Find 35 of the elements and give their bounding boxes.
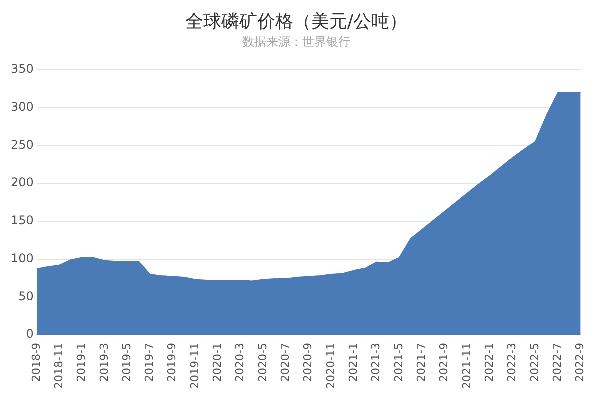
x-tick-label: 2019-1 [75,343,88,382]
x-tick-label: 2020-9 [302,343,315,382]
x-tick-label: 2022-1 [483,343,496,382]
x-tick-label: 2022-7 [550,343,564,382]
x-tick-label: 2019-7 [143,343,156,382]
y-tick-label: 250 [11,138,34,152]
chart-title: 全球磷矿价格（美元/公吨） [185,11,408,32]
x-tick-label: 2021-7 [415,343,428,382]
x-tick-label: 2022-9 [574,343,587,382]
x-tick-label: 2020-1 [211,343,224,382]
x-tick-label: 2020-3 [234,343,247,382]
y-tick-label: 0 [26,327,34,342]
x-tick-label: 2018-11 [52,343,66,390]
x-tick-label: 2021-3 [370,343,383,382]
y-tick-label: 350 [11,62,34,76]
x-tick-label: 2018-9 [30,343,43,382]
x-tick-label: 2019-5 [120,343,134,382]
x-tick-label: 2022-3 [506,343,519,382]
x-tick-label: 2019-9 [166,343,179,382]
y-tick-label: 100 [11,251,34,266]
x-tick-label: 2019-3 [98,343,111,382]
x-tick-label: 2020-11 [324,343,338,390]
x-tick-label: 2021-11 [460,343,474,390]
x-tick-label: 2021-1 [347,343,360,382]
y-tick-label: 300 [11,100,34,114]
x-tick-label: 2020-7 [279,343,292,382]
x-tick-label: 2019-11 [188,343,202,390]
x-tick-label: 2020-5 [256,343,270,382]
y-tick-label: 150 [11,214,34,228]
y-tick-label: 200 [11,176,34,190]
x-tick-label: 2022-5 [528,343,542,382]
y-tick-label: 50 [18,289,34,304]
chart-subtitle: 数据来源：世界银行 [242,34,350,49]
x-tick-label: 2021-5 [392,343,406,382]
x-tick-label: 2021-9 [438,343,451,382]
